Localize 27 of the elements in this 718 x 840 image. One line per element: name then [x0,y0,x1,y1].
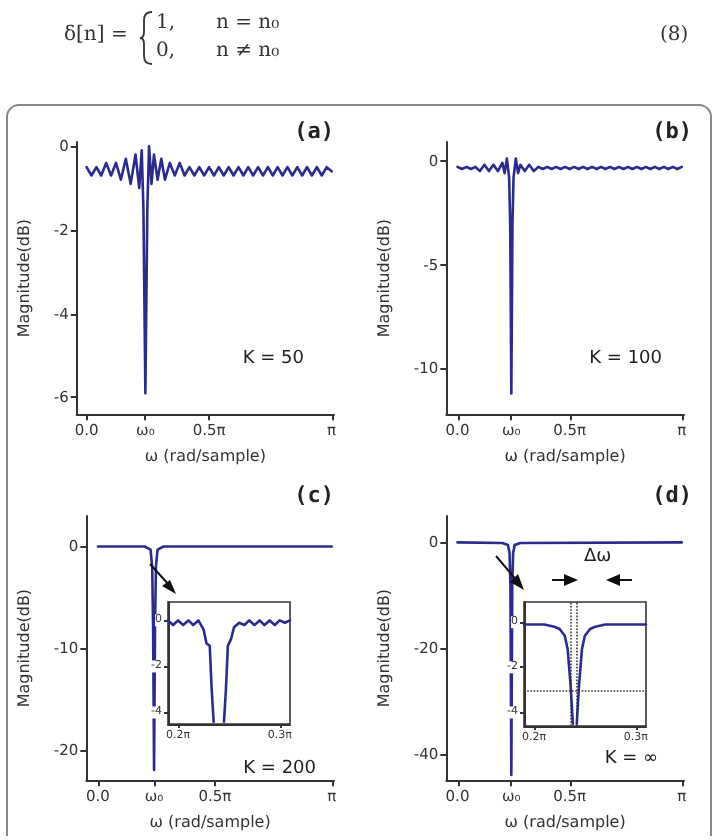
annotation: K = 50 [242,349,305,369]
annotation: K = 200 [243,759,317,779]
annotation: K = 100 [589,349,663,369]
line-series [456,157,684,395]
x-axis-title: ω (rad/sample) [144,447,266,465]
annotation: K = ∞ [604,749,659,769]
line-series [85,144,333,395]
text: (8) [660,24,689,46]
chart-title: (c) [294,482,335,508]
text: δ[n] = [64,24,128,46]
chart-title: (d) [652,482,693,508]
line-series [456,541,684,777]
annotation: Δω [584,547,612,567]
x-axis-title: ω (rad/sample) [504,813,626,831]
line-series [96,545,333,772]
y-axis-title: Magnitude(dB) [15,218,33,338]
x-axis-title: ω (rad/sample) [504,447,626,465]
text: n ≠ n₀ [216,40,280,62]
chart-title: (b) [652,118,693,144]
text: 1, [156,12,176,34]
text: n = n₀ [216,12,280,34]
y-axis-title: Magnitude(dB) [375,588,393,708]
x-axis-title: ω (rad/sample) [149,813,271,831]
y-axis-title: Magnitude(dB) [15,588,33,708]
text: 0, [156,40,176,62]
chart-title: (a) [294,118,335,144]
y-axis-title: Magnitude(dB) [375,218,393,338]
